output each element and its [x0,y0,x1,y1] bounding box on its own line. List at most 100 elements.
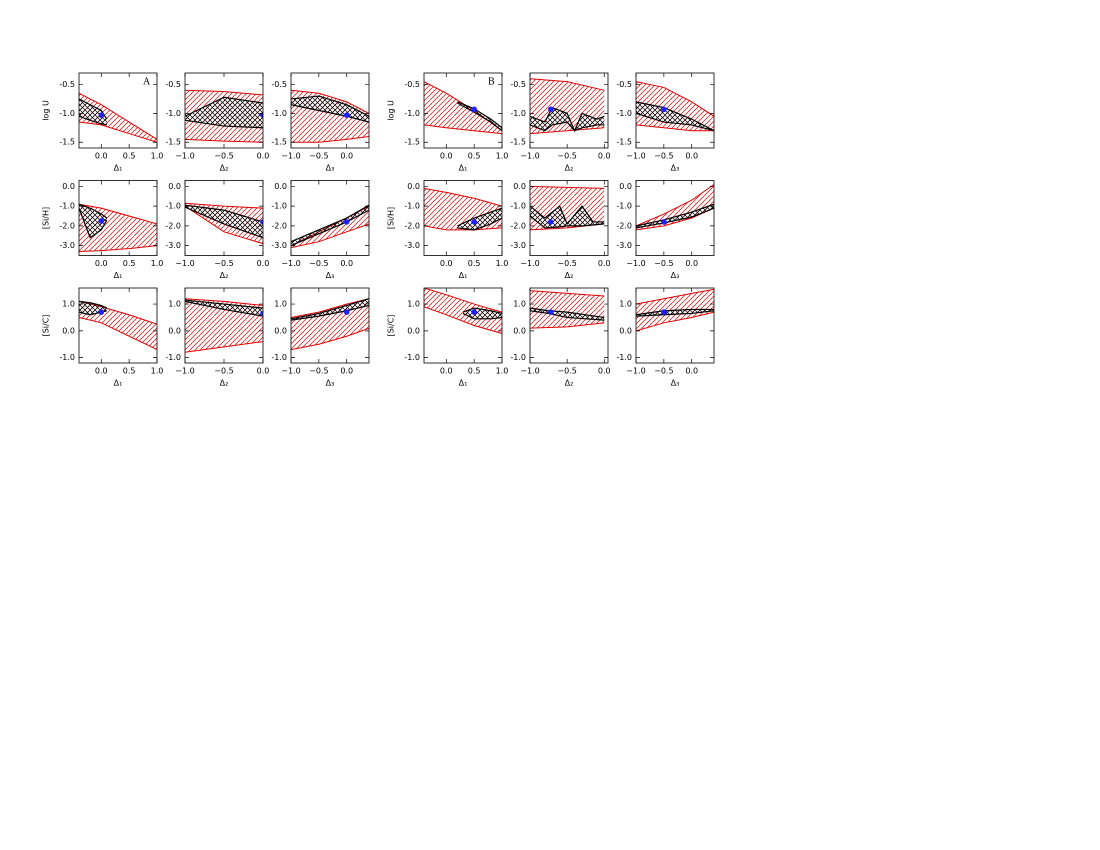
plot-frame [529,287,609,364]
x-tick-label: 0.5 [468,367,481,376]
lower-bound [79,316,157,351]
x-tick-label: 0.0 [340,367,353,376]
panel: 0.0 0.5 1.0 0.0 -1.0 -2.0 -3.0 Δ₁ [Si/H] [42,180,163,280]
plot-frame [635,72,715,149]
x-tick-label: −1.0 [626,367,645,376]
lower-bound [636,311,714,332]
plot-frame [529,180,609,256]
panel-letter: A [143,76,151,87]
x-axis-label: Δ₃ [671,271,680,280]
plot-frame [78,72,158,149]
upper-bound [457,101,502,129]
upper-bound [636,184,714,227]
lower-bound [291,135,369,143]
x-axis-label: Δ₁ [459,379,468,388]
data-point [661,309,667,315]
y-tick-label: -1.0 [271,353,287,362]
panel: −1.0 −0.5 0.0 1.0 0.0 -1.0 Δ₃ [271,287,370,388]
x-tick-label: 0.0 [95,367,108,376]
data-point [471,309,477,315]
lower-bound [636,112,714,132]
y-axis-label: log U [387,100,396,121]
x-tick-label: 1.0 [496,259,509,268]
y-tick-label: 0.0 [513,326,526,335]
lower-bound [185,138,263,143]
lower-bound [291,209,369,247]
plot-area [530,78,605,135]
y-tick-label: -1.0 [59,109,75,118]
x-tick-label: 0.0 [257,259,270,268]
plot-area [185,89,263,143]
upper-bound [424,187,502,207]
lower-bound [530,215,605,229]
x-tick-label: −0.5 [654,259,673,268]
plot-area [424,187,502,231]
plot-area [424,288,502,335]
data-point [260,219,263,225]
lower-bound [291,223,369,249]
hatched-region [291,96,369,123]
x-tick-label: 0.0 [598,152,611,161]
y-tick-label: 0.0 [513,182,526,191]
y-tick-label: 1.0 [619,300,632,309]
data-point [548,106,554,113]
panel: −1.0 −0.5 0.0 0.0 -1.0 -2.0 -3.0 Δ₂ [510,180,611,280]
upper-bound [79,300,108,309]
lower-bound [636,310,714,317]
y-tick-label: -3.0 [404,241,420,250]
y-tick-label: 0.0 [62,182,75,191]
lower-bound [79,115,107,126]
hatched-region [291,298,369,350]
upper-bound [185,204,263,223]
y-tick-label: -1.0 [404,202,420,211]
x-axis-label: Δ₂ [565,164,574,173]
lower-bound [424,225,502,231]
upper-bound [185,202,263,209]
panel: −1.0 −0.5 0.0 -0.5 -1.0 -1.5 Δ₃ [616,72,715,173]
y-axis-label: [Si/C] [387,315,396,337]
plot-frame [290,72,370,149]
y-tick-label: -0.5 [165,80,181,89]
plot-frame [635,180,715,256]
x-axis-label: Δ₁ [459,271,468,280]
y-tick-label: -2.0 [404,221,420,230]
y-tick-label: -1.0 [165,353,181,362]
upper-bound [79,98,108,120]
hatched-region [291,298,369,321]
y-tick-label: -1.0 [510,109,526,118]
x-tick-label: −0.5 [214,259,233,268]
y-tick-label: -1.0 [165,202,181,211]
plot-frame [290,287,370,364]
y-tick-label: -1.5 [616,138,632,147]
panel: 0.0 0.5 1.0 -0.5 -1.0 -1.5 Δ₁ log U B [387,72,508,173]
data-point [343,112,350,118]
x-axis-label: Δ₁ [114,164,123,173]
upper-bound [636,81,714,117]
x-tick-label: −1.0 [520,259,539,268]
upper-bound [636,203,714,227]
y-tick-label: -0.5 [59,80,75,89]
x-tick-label: −0.5 [214,367,233,376]
panel: −1.0 −0.5 0.0 1.0 0.0 -1.0 Δ₂ [165,287,269,388]
data-point [343,309,350,315]
hatched-region [79,301,157,350]
y-tick-label: -0.5 [616,80,632,89]
x-tick-label: 0.5 [468,152,481,161]
lower-bound [530,121,605,132]
upper-bound [636,308,714,316]
x-axis-label: Δ₃ [671,379,680,388]
plot-area [79,203,157,253]
y-tick-label: -1.5 [59,138,75,147]
plot-area [636,81,714,132]
data-point [260,310,263,317]
lower-bound [291,304,369,321]
y-tick-label: -1.0 [616,109,632,118]
x-tick-label: −1.0 [520,367,539,376]
y-axis-label: [Si/C] [42,315,51,337]
lower-bound [185,300,263,317]
y-tick-label: 0.0 [619,326,632,335]
y-axis-label: [Si/H] [387,207,396,229]
x-axis-label: Δ₂ [220,164,229,173]
plot-frame [423,287,503,364]
